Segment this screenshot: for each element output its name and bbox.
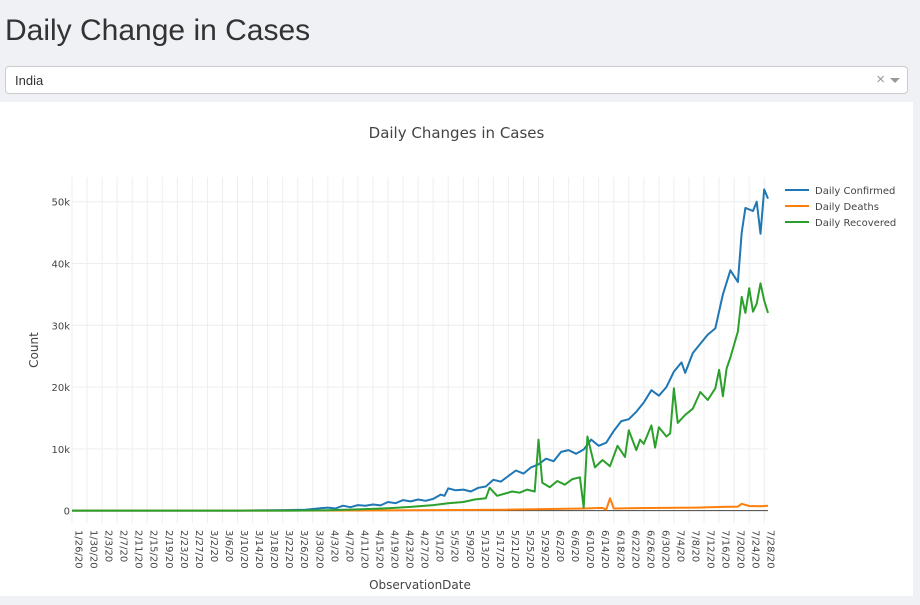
x-tick-label: 5/21/20 (509, 530, 520, 569)
x-tick-label: 3/30/20 (313, 530, 324, 569)
x-tick-label: 3/26/20 (298, 530, 309, 569)
x-tick-label: 4/7/20 (343, 530, 354, 562)
legend-label: Daily Confirmed (815, 186, 895, 197)
grid (71, 177, 768, 523)
y-tick-label: 50k (51, 198, 70, 209)
x-tick-label: 1/26/20 (73, 530, 84, 569)
chart-panel: Daily Changes in Cases 1/26/20 1/30/20 2/3… (0, 102, 913, 596)
x-tick-label: 6/10/20 (584, 530, 595, 569)
x-tick-label: 6/6/20 (569, 530, 580, 562)
y-tick-label: 0 (64, 507, 70, 518)
x-tick-label: 2/3/20 (103, 530, 114, 562)
x-tick-label: 4/15/20 (373, 530, 384, 569)
x-tick-label: 1/30/20 (88, 530, 99, 569)
x-tick-label: 3/22/20 (283, 530, 294, 569)
legend-label: Daily Recovered (815, 218, 896, 229)
x-tick-label: 3/18/20 (268, 530, 279, 569)
x-axis-title: ObservationDate (369, 578, 471, 592)
x-tick-label: 3/2/20 (208, 530, 219, 562)
x-tick-label: 7/20/20 (735, 530, 746, 569)
x-tick-label: 3/14/20 (253, 530, 264, 569)
x-tick-label: 2/27/20 (193, 530, 204, 569)
x-tick-label: 2/15/20 (148, 530, 159, 569)
y-tick-label: 20k (51, 383, 70, 394)
series-line-daily-confirmed (72, 188, 769, 512)
x-tick-label: 5/25/20 (524, 530, 535, 569)
x-tick-label: 2/19/20 (163, 530, 174, 569)
line-chart[interactable]: 1/26/20 1/30/20 2/3/20 2/7/20 2/11/20 2/15/20… (0, 102, 913, 596)
country-dropdown[interactable]: India × (5, 66, 908, 94)
x-tick-label: 7/28/20 (765, 530, 776, 569)
series-line-daily-deaths (72, 497, 769, 512)
dropdown-selected-value: India (15, 73, 44, 88)
page-title: Daily Change in Cases (5, 14, 311, 47)
legend-item[interactable]: Daily Deaths (785, 202, 879, 213)
axes: 1/26/20 1/30/20 2/3/20 2/7/20 2/11/20 2/15/20… (51, 198, 775, 569)
x-tick-label: 6/2/20 (554, 530, 565, 562)
y-tick-label: 40k (51, 260, 70, 271)
y-axis-title: Count (27, 332, 41, 368)
x-tick-label: 7/16/20 (720, 530, 731, 569)
x-tick-label: 6/22/20 (629, 530, 640, 569)
x-tick-label: 5/9/20 (464, 530, 475, 562)
x-tick-label: 7/24/20 (750, 530, 761, 569)
legend[interactable]: Daily Confirmed Daily Deaths Daily Recover… (785, 186, 896, 229)
x-tick-label: 4/23/20 (404, 530, 415, 569)
x-tick-label: 3/10/20 (238, 530, 249, 569)
chart-title: Daily Changes in Cases (368, 124, 545, 142)
x-tick-label: 5/1/20 (434, 530, 445, 562)
legend-item[interactable]: Daily Recovered (785, 218, 896, 229)
x-tick-label: 7/8/20 (689, 530, 700, 562)
clear-icon[interactable]: × (876, 71, 885, 88)
x-tick-label: 7/4/20 (674, 530, 685, 562)
series-lines (72, 188, 769, 512)
x-tick-label: 5/5/20 (449, 530, 460, 562)
series-line-daily-recovered (72, 282, 769, 512)
x-tick-label: 6/14/20 (599, 530, 610, 569)
legend-label: Daily Deaths (815, 202, 879, 213)
x-tick-label: 5/17/20 (494, 530, 505, 569)
x-tick-label: 2/11/20 (133, 530, 144, 569)
y-tick-label: 10k (51, 445, 70, 456)
x-tick-label: 6/18/20 (614, 530, 625, 569)
x-tick-label: 5/13/20 (479, 530, 490, 569)
x-tick-label: 2/23/20 (178, 530, 189, 569)
x-tick-label: 6/30/20 (659, 530, 670, 569)
chevron-down-icon[interactable] (890, 78, 900, 83)
x-tick-label: 4/3/20 (328, 530, 339, 562)
x-tick-label: 5/29/20 (539, 530, 550, 569)
x-tick-label: 3/6/20 (223, 530, 234, 562)
x-tick-label: 7/12/20 (705, 530, 716, 569)
x-tick-label: 6/26/20 (644, 530, 655, 569)
x-tick-label: 2/7/20 (118, 530, 129, 562)
y-tick-label: 30k (51, 321, 70, 332)
x-tick-label: 4/27/20 (419, 530, 430, 569)
x-tick-label: 4/11/20 (358, 530, 369, 569)
legend-item[interactable]: Daily Confirmed (785, 186, 895, 197)
x-tick-label: 4/19/20 (389, 530, 400, 569)
